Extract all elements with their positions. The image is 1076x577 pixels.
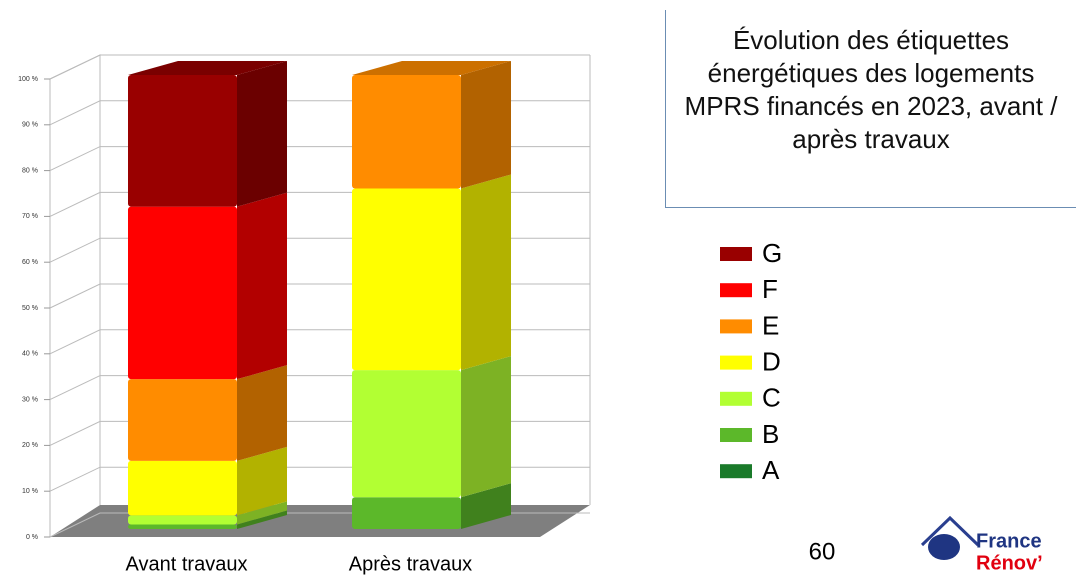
bar-segment xyxy=(128,524,237,529)
y-tick-label: 100 % xyxy=(18,76,38,83)
grid-line xyxy=(49,54,590,80)
bar-segment xyxy=(128,515,237,525)
bar-segment xyxy=(352,497,461,529)
y-tick-label: 60 % xyxy=(22,259,38,266)
bar-segment xyxy=(352,75,461,189)
legend-swatch xyxy=(720,283,752,298)
page-number: 60 xyxy=(809,538,836,565)
y-tick-label: 70 % xyxy=(22,213,38,220)
bar-segment xyxy=(128,75,237,207)
y-tick-label: 90 % xyxy=(22,122,38,129)
bar-side xyxy=(237,365,287,461)
x-tick-label: Après travaux xyxy=(349,553,472,575)
legend-swatch xyxy=(720,428,752,442)
logo-text: Rénov’ xyxy=(976,552,1043,574)
chart-title: Évolution des étiquettes énergétiques de… xyxy=(665,10,1076,208)
bar-segment xyxy=(352,188,461,371)
y-tick-label: 40 % xyxy=(22,351,38,358)
legend-label: D xyxy=(762,346,781,376)
bar-side xyxy=(461,174,511,371)
logo-mark xyxy=(928,534,960,560)
logo: France Rénov’ xyxy=(920,515,1043,574)
legend-swatch xyxy=(720,355,752,370)
bar-side xyxy=(237,61,287,207)
bar-side xyxy=(237,192,287,380)
bar-segment xyxy=(128,460,237,516)
y-tick-label: 30 % xyxy=(22,396,38,403)
bar-side xyxy=(461,61,511,189)
logo-roof xyxy=(920,515,980,547)
bar-top xyxy=(128,61,287,75)
y-tick-label: 10 % xyxy=(22,488,38,495)
bar-side xyxy=(237,510,287,529)
legend-label: E xyxy=(762,310,779,340)
bar-side xyxy=(461,483,511,529)
legend-label: G xyxy=(762,238,782,268)
y-tick-label: 50 % xyxy=(22,305,38,312)
y-tick-label: 20 % xyxy=(22,442,38,449)
y-tick-label: 0 % xyxy=(26,534,38,541)
bar-side xyxy=(237,501,287,525)
legend-swatch xyxy=(720,391,752,406)
logo-text: France xyxy=(976,530,1042,552)
y-tick-label: 80 % xyxy=(22,167,38,174)
legend-swatch xyxy=(720,464,752,479)
bar-side xyxy=(237,446,287,516)
legend-label: C xyxy=(762,383,781,413)
legend-label: F xyxy=(762,274,778,304)
bar-segment xyxy=(128,206,237,380)
x-tick-label: Avant travaux xyxy=(126,553,248,575)
bar-top xyxy=(352,61,511,75)
legend-label: B xyxy=(762,419,779,449)
bar-side xyxy=(461,356,511,498)
bar-segment xyxy=(352,370,461,498)
legend-label: A xyxy=(762,455,780,485)
legend-swatch xyxy=(720,247,752,261)
bar-segment xyxy=(128,379,237,461)
legend-swatch xyxy=(720,319,752,334)
